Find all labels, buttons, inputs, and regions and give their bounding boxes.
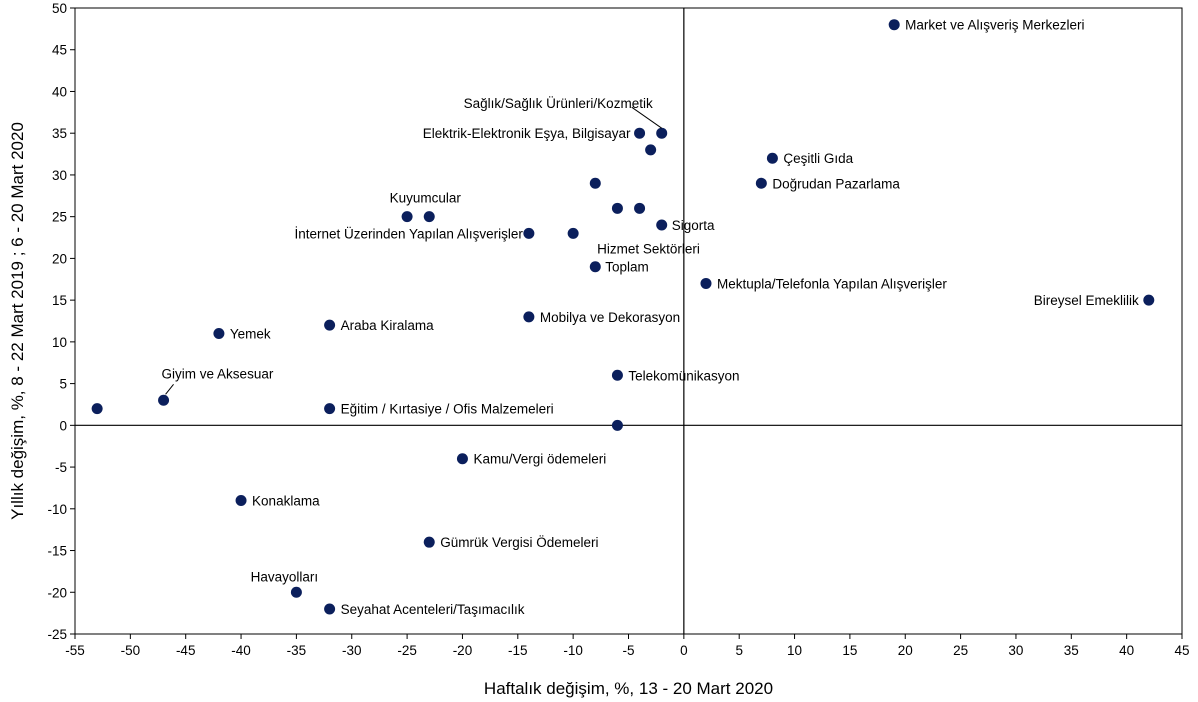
x-tick-label: 30 (1008, 643, 1023, 658)
point-label: Hizmet Sektörleri (597, 241, 700, 256)
x-tick-label: -5 (622, 643, 634, 658)
data-point (656, 219, 668, 231)
point-label: Mobilya ve Dekorasyon (540, 310, 680, 325)
data-point (290, 586, 302, 598)
x-tick-label: -55 (65, 643, 85, 658)
x-tick-label: 0 (680, 643, 688, 658)
point-label: Giyim ve Aksesuar (162, 366, 274, 381)
data-point (91, 403, 103, 415)
x-tick-label: -30 (342, 643, 362, 658)
x-tick-label: 45 (1174, 643, 1189, 658)
y-tick-label: 40 (52, 84, 67, 99)
data-point (755, 177, 767, 189)
point-label: Yemek (230, 327, 271, 342)
y-axis-title: Yıllık değişim, %, 8 - 22 Mart 2019 ; 6 … (8, 122, 27, 520)
y-tick-label: 0 (59, 418, 67, 433)
x-tick-label: -45 (176, 643, 196, 658)
data-point (456, 453, 468, 465)
x-axis-title: Haftalık değişim, %, 13 - 20 Mart 2020 (484, 679, 773, 698)
leader-line (631, 106, 662, 129)
data-point (423, 211, 435, 223)
point-label: Sağlık/Sağlık Ürünleri/Kozmetik (464, 96, 653, 111)
data-point (235, 494, 247, 506)
data-point (158, 394, 170, 406)
data-point (611, 369, 623, 381)
x-tick-label: -35 (287, 643, 307, 658)
y-tick-label: 35 (52, 126, 67, 141)
x-tick-label: 35 (1064, 643, 1079, 658)
y-tick-label: 10 (52, 335, 67, 350)
data-point (766, 152, 778, 164)
y-tick-label: 15 (52, 293, 67, 308)
point-label: Gümrük Vergisi Ödemeleri (440, 535, 598, 550)
leader-line (165, 383, 174, 395)
point-label: Bireysel Emeklilik (1034, 293, 1139, 308)
data-point (634, 127, 646, 139)
data-point (324, 403, 336, 415)
point-label: Kuyumcular (390, 191, 462, 206)
y-tick-label: -15 (47, 544, 67, 559)
point-label: Mektupla/Telefonla Yapılan Alışverişler (717, 276, 947, 291)
x-tick-label: 40 (1119, 643, 1134, 658)
x-tick-label: -10 (563, 643, 583, 658)
x-tick-label: 15 (842, 643, 857, 658)
data-point (523, 227, 535, 239)
y-tick-label: -20 (47, 585, 67, 600)
data-points (91, 19, 1155, 615)
x-tick-label: 10 (787, 643, 802, 658)
y-tick-label: -25 (47, 627, 67, 642)
point-label: Market ve Alışveriş Merkezleri (905, 18, 1084, 33)
x-tick-label: -20 (453, 643, 473, 658)
y-tick-label: -5 (55, 460, 67, 475)
data-point (611, 419, 623, 431)
point-label: Toplam (605, 260, 649, 275)
point-label: Telekomünikasyon (628, 368, 739, 383)
point-label: Havayolları (251, 569, 319, 584)
data-point (523, 311, 535, 323)
data-point (656, 127, 668, 139)
point-label: Konaklama (252, 493, 320, 508)
data-point (645, 144, 657, 156)
data-point (888, 19, 900, 31)
y-tick-label: 30 (52, 168, 67, 183)
x-tick-label: -25 (397, 643, 417, 658)
point-label: Elektrik-Elektronik Eşya, Bilgisayar (423, 126, 631, 141)
x-tick-label: -15 (508, 643, 528, 658)
point-label: Seyahat Acenteleri/Taşımacılık (341, 602, 525, 617)
data-point (324, 319, 336, 331)
y-tick-label: 20 (52, 251, 67, 266)
point-labels: Market ve Alışveriş Merkezleri Sağlık/Sağ… (162, 18, 1139, 617)
y-tick-label: 45 (52, 43, 67, 58)
point-label: İnternet Üzerinden Yapılan Alışverişler (294, 226, 523, 241)
y-tick-label: 50 (52, 1, 67, 16)
x-tick-label: 20 (898, 643, 913, 658)
point-label: Çeşitli Gıda (783, 151, 853, 166)
data-point (213, 328, 225, 340)
data-point (589, 177, 601, 189)
data-point (1143, 294, 1155, 306)
data-point (634, 202, 646, 214)
point-label: Araba Kiralama (341, 318, 435, 333)
x-tick-label: 5 (735, 643, 743, 658)
y-tick-label: 5 (59, 377, 67, 392)
data-point (589, 261, 601, 273)
data-point (401, 211, 413, 223)
x-tick-label: 25 (953, 643, 968, 658)
x-tick-label: -40 (231, 643, 251, 658)
point-label: Kamu/Vergi ödemeleri (473, 452, 606, 467)
data-point (700, 277, 712, 289)
x-tick-label: -50 (121, 643, 141, 658)
data-point (324, 603, 336, 615)
point-label: Doğrudan Pazarlama (772, 176, 900, 191)
point-label: Sigorta (672, 218, 715, 233)
y-tick-label: -10 (47, 502, 67, 517)
data-point (567, 227, 579, 239)
point-label: Eğitim / Kırtasiye / Ofis Malzemeleri (341, 402, 554, 417)
y-tick-label: 25 (52, 210, 67, 225)
axis-ticks: -55 -50 -45 -40 -35 -30 -25 -20 -15 -10 -5 0 5 10 15 20… (47, 1, 1189, 658)
data-point (423, 536, 435, 548)
data-point (611, 202, 623, 214)
